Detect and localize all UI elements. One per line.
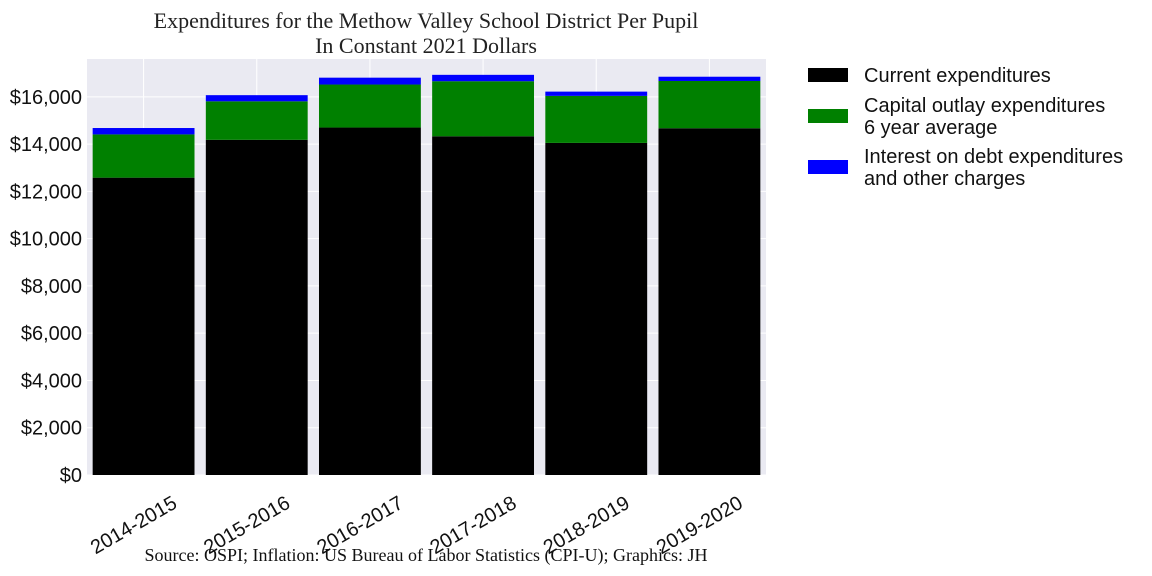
legend-swatch: [808, 109, 848, 123]
bar-segment-series-1-2017-2018: [432, 81, 535, 137]
y-tick-label: $14,000: [10, 134, 82, 156]
legend-label: Capital outlay expenditures 6 year averag…: [864, 95, 1105, 139]
y-tick-label: $2,000: [21, 418, 82, 440]
plot-area: [87, 59, 766, 475]
bar-segment-series-1-2016-2017: [318, 84, 421, 128]
bar-segment-series-1-2019-2020: [658, 80, 761, 129]
legend: Current expenditures Capital outlay expen…: [808, 65, 1123, 190]
bar-segment-series-0-2014-2015: [92, 177, 195, 475]
y-tick-label: $4,000: [21, 370, 82, 392]
y-tick-label: $16,000: [10, 87, 82, 109]
bar-segment-series-2-2014-2015: [92, 128, 195, 135]
legend-swatch: [808, 68, 848, 82]
y-axis-ticks: $0 $2,000 $4,000 $6,000 $8,000 $10,000 $12,000…: [10, 87, 82, 487]
bar-segment-series-2-2016-2017: [318, 77, 421, 85]
legend-label-line: and other charges: [864, 168, 1025, 190]
legend-label: Interest on debt expenditures and other c…: [864, 146, 1123, 190]
y-tick-label: $6,000: [21, 323, 82, 345]
bar-segment-series-0-2019-2020: [658, 128, 761, 475]
bar-segment-series-2-2018-2019: [545, 91, 648, 96]
legend-label-line: Capital outlay expenditures: [864, 95, 1105, 117]
legend-label: Current expenditures: [864, 65, 1051, 87]
bar-segment-series-1-2014-2015: [92, 134, 195, 178]
legend-swatch: [808, 160, 848, 174]
bar-segment-series-2-2019-2020: [658, 76, 761, 81]
bar-segment-series-2-2015-2016: [205, 95, 308, 102]
bar-segment-series-1-2018-2019: [545, 95, 648, 143]
bar-segment-series-2-2017-2018: [432, 74, 535, 82]
y-tick-label: $8,000: [21, 276, 82, 298]
source-note: Source: OSPI; Inflation: US Bureau of La…: [145, 545, 708, 566]
legend-label-line: Interest on debt expenditures: [864, 146, 1123, 168]
legend-label-line: Current expenditures: [864, 65, 1051, 87]
bar-segment-series-0-2018-2019: [545, 142, 648, 475]
y-tick-label: $10,000: [10, 229, 82, 251]
legend-label-line: 6 year average: [864, 117, 997, 139]
bar-segment-series-1-2015-2016: [205, 101, 308, 140]
bar-segment-series-0-2015-2016: [205, 139, 308, 475]
y-tick-label: $12,000: [10, 181, 82, 203]
bars: [92, 74, 761, 476]
chart-subtitle: In Constant 2021 Dollars: [315, 33, 537, 58]
chart-title: Expenditures for the Methow Valley Schoo…: [154, 8, 699, 33]
bar-segment-series-0-2016-2017: [318, 127, 421, 475]
y-tick-label: $0: [60, 465, 82, 487]
bar-segment-series-0-2017-2018: [432, 136, 535, 476]
